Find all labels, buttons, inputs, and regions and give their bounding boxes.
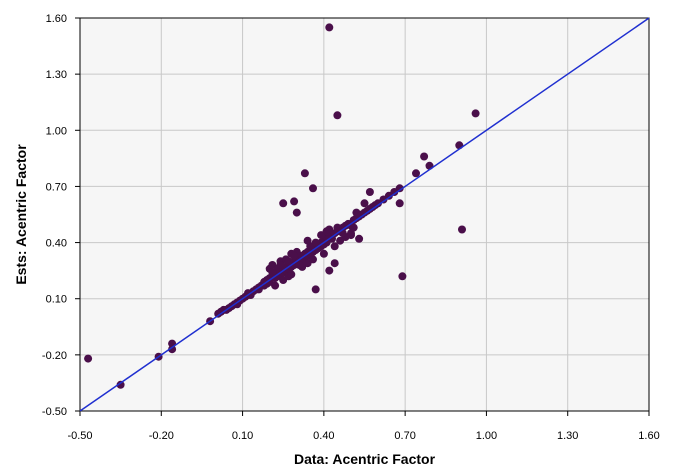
data-point bbox=[458, 225, 466, 234]
x-tick-label: 0.70 bbox=[394, 430, 415, 442]
plot-border bbox=[79, 17, 650, 412]
data-point bbox=[412, 169, 420, 178]
data-point bbox=[355, 234, 364, 243]
data-point bbox=[347, 231, 355, 240]
y-tick-label: 1.00 bbox=[46, 125, 67, 137]
reference-line bbox=[79, 17, 650, 412]
data-point bbox=[398, 272, 407, 281]
data-point bbox=[425, 161, 434, 170]
data-point bbox=[455, 141, 464, 150]
y-tick-label: 0.40 bbox=[46, 238, 67, 250]
x-axis-ticks: -0.50 -0.20 0.10 0.40 0.70 1.00 1.30 1.60 bbox=[67, 411, 660, 442]
data-point bbox=[471, 109, 480, 118]
data-point bbox=[349, 223, 358, 232]
data-point bbox=[360, 199, 369, 208]
data-point bbox=[290, 251, 299, 260]
data-points bbox=[84, 23, 480, 389]
data-point bbox=[330, 259, 339, 268]
data-point bbox=[311, 285, 320, 294]
x-tick-label: -0.20 bbox=[149, 430, 174, 442]
data-point bbox=[292, 208, 301, 217]
x-tick-label: 0.10 bbox=[232, 430, 253, 442]
data-point bbox=[420, 152, 429, 161]
data-point bbox=[352, 208, 361, 217]
data-point bbox=[300, 169, 309, 178]
y-tick-label: 0.70 bbox=[46, 181, 67, 193]
y-tick-label: 1.30 bbox=[46, 69, 67, 81]
data-point bbox=[325, 225, 334, 234]
data-point bbox=[325, 266, 334, 275]
data-point bbox=[309, 255, 317, 264]
data-point bbox=[276, 261, 285, 269]
data-point bbox=[333, 111, 342, 120]
data-point bbox=[287, 270, 296, 279]
x-tick-label: -0.50 bbox=[67, 430, 92, 442]
data-point bbox=[284, 257, 293, 266]
x-tick-label: 1.60 bbox=[638, 430, 659, 442]
data-point bbox=[295, 261, 304, 269]
y-tick-label: 1.60 bbox=[46, 13, 67, 25]
y-axis-title: Ests: Acentric Factor bbox=[13, 144, 29, 285]
data-point bbox=[309, 184, 317, 193]
data-point bbox=[168, 339, 177, 348]
y-tick-label: -0.50 bbox=[42, 406, 67, 418]
data-point bbox=[244, 289, 252, 298]
y-tick-label: -0.20 bbox=[42, 350, 67, 362]
data-point bbox=[290, 197, 299, 206]
data-point bbox=[325, 23, 334, 32]
data-point bbox=[330, 242, 339, 251]
data-point bbox=[271, 281, 280, 290]
data-point bbox=[395, 184, 404, 193]
x-axis-title: Data: Acentric Factor bbox=[294, 451, 436, 467]
data-point bbox=[263, 279, 271, 288]
data-point bbox=[365, 188, 374, 196]
data-point bbox=[333, 223, 342, 232]
data-point bbox=[338, 229, 347, 238]
data-point bbox=[268, 268, 277, 277]
data-point bbox=[319, 249, 328, 258]
y-tick-label: 0.10 bbox=[46, 294, 67, 306]
data-point bbox=[279, 199, 288, 208]
y-axis-ticks: -0.50 -0.20 0.10 0.40 0.70 1.00 1.30 1.60 bbox=[42, 13, 80, 418]
data-point bbox=[116, 380, 125, 389]
data-point bbox=[168, 345, 177, 354]
data-point bbox=[84, 354, 93, 363]
x-tick-label: 0.40 bbox=[313, 430, 334, 442]
data-point bbox=[254, 285, 263, 294]
x-tick-label: 1.30 bbox=[557, 430, 578, 442]
data-point bbox=[395, 199, 404, 208]
x-tick-label: 1.00 bbox=[476, 430, 497, 442]
data-point bbox=[311, 238, 320, 247]
data-point bbox=[303, 236, 312, 245]
